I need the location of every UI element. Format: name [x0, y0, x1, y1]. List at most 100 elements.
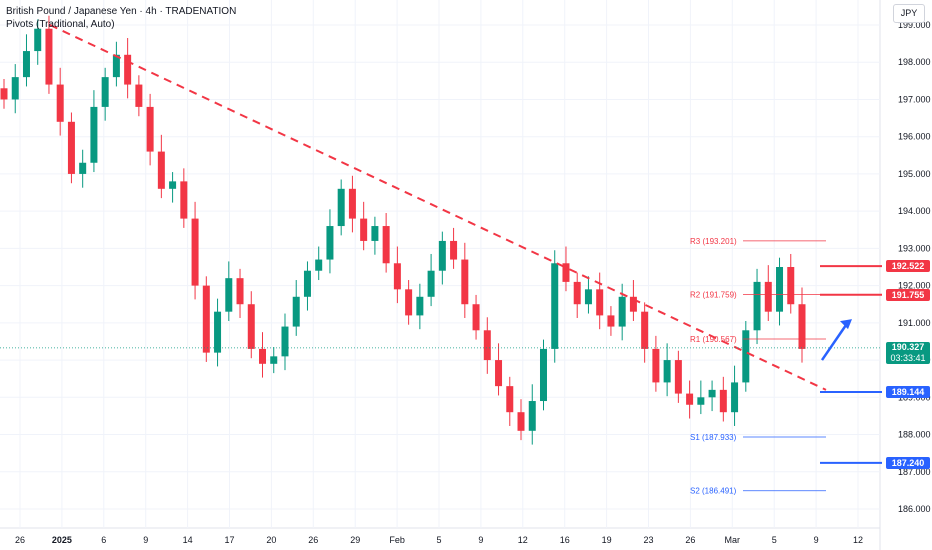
y-tick-label: 195.000 [898, 169, 931, 179]
candle-body [506, 386, 514, 413]
candle-body [135, 84, 143, 107]
candle-body [124, 54, 132, 85]
candle-body [326, 226, 334, 260]
currency-button[interactable]: JPY [893, 4, 925, 23]
x-tick-label: 5 [436, 535, 441, 545]
candle-body [348, 188, 356, 219]
candle-body [225, 278, 233, 312]
candle-body [56, 84, 64, 122]
candle-body [360, 218, 368, 241]
price-tag-191755: 191.755 [886, 288, 930, 301]
x-tick-label: 23 [643, 535, 653, 545]
x-tick-label: 26 [15, 535, 25, 545]
price-tag-187240: 187.240 [886, 456, 930, 469]
candle-body [427, 270, 435, 297]
candle-body [180, 181, 188, 219]
x-tick-label: 9 [143, 535, 148, 545]
pivot-label: R2 (191.759) [690, 291, 737, 300]
current-price-value: 190.327 [891, 342, 925, 352]
x-tick-label: Feb [389, 535, 405, 545]
candle-body [247, 304, 255, 349]
y-tick-label: 198.000 [898, 57, 931, 67]
candle-body [382, 226, 390, 264]
candle-body [315, 259, 323, 271]
y-tick-label: 199.000 [898, 20, 931, 30]
pivot-label: R1 (190.567) [690, 335, 737, 344]
candle-body [483, 330, 491, 361]
resistance-trendline [49, 24, 827, 391]
candle-body [674, 360, 682, 394]
x-tick-label: 12 [853, 535, 863, 545]
candle-body [495, 360, 503, 387]
bullish-arrow-head [840, 319, 852, 330]
candle-body [753, 281, 761, 331]
x-tick-label: 16 [560, 535, 570, 545]
x-tick-label: 9 [478, 535, 483, 545]
candle-body [214, 311, 222, 353]
candle-body [438, 240, 446, 271]
x-tick-label: 29 [350, 535, 360, 545]
candle-body [776, 267, 784, 312]
x-tick-label: 20 [266, 535, 276, 545]
candle-body [303, 270, 311, 297]
candle-body [259, 348, 267, 364]
candle-body [461, 259, 469, 305]
x-tick-label: 14 [183, 535, 193, 545]
candle-body [281, 326, 289, 357]
y-tick-label: 187.000 [898, 467, 931, 477]
candle-body [337, 188, 345, 227]
candle-body [0, 88, 8, 100]
x-tick-label: 26 [308, 535, 318, 545]
candle-body [641, 311, 649, 349]
x-tick-label: 6 [101, 535, 106, 545]
candle-body [764, 281, 772, 312]
candle-body [90, 106, 98, 163]
candle-body [618, 296, 626, 327]
x-tick-label: 12 [518, 535, 528, 545]
candle-body [742, 330, 750, 383]
candle-body [652, 348, 660, 383]
bar-countdown: 03:33:41 [890, 353, 926, 363]
candle-body [202, 285, 210, 353]
x-tick-label: 19 [602, 535, 612, 545]
candle-body [146, 106, 154, 152]
candle-body [191, 218, 199, 286]
x-tick-label: 17 [224, 535, 234, 545]
y-tick-label: 193.000 [898, 243, 931, 253]
candle-body [708, 389, 716, 398]
candle-body [472, 304, 480, 331]
candle-body [528, 401, 536, 431]
candle-body [517, 412, 525, 431]
x-tick-label: 5 [772, 535, 777, 545]
y-tick-label: 197.000 [898, 94, 931, 104]
candle-body [584, 289, 592, 305]
candle-body [663, 360, 671, 383]
candle-body [798, 304, 806, 349]
x-tick-label: 26 [685, 535, 695, 545]
candle-body [292, 296, 300, 327]
pivot-label: S1 (187.933) [690, 433, 737, 442]
candle-body [719, 389, 727, 413]
indicator-label[interactable]: Pivots (Traditional, Auto) [6, 19, 115, 30]
y-tick-label: 194.000 [898, 206, 931, 216]
candle-body [573, 281, 581, 305]
symbol-title[interactable]: British Pound / Japanese Yen · 4h · TRAD… [6, 6, 237, 17]
candle-body [371, 226, 379, 241]
pivot-label: S2 (186.491) [690, 487, 737, 496]
candle-body [393, 263, 401, 290]
candle-body [450, 240, 458, 260]
candle-body [697, 397, 705, 405]
candle-body [596, 289, 604, 316]
candle-body [686, 393, 694, 405]
y-tick-label: 191.000 [898, 318, 931, 328]
y-tick-label: 196.000 [898, 132, 931, 142]
y-tick-label: 188.000 [898, 430, 931, 440]
y-tick-label: 192.000 [898, 281, 931, 291]
candle-body [79, 162, 87, 174]
candle-body [22, 51, 30, 78]
bullish-arrow-shaft [820, 321, 850, 361]
price-tag-189144: 189.144 [886, 385, 930, 398]
x-tick-label: 2025 [52, 535, 72, 545]
y-tick-label: 186.000 [898, 504, 931, 514]
